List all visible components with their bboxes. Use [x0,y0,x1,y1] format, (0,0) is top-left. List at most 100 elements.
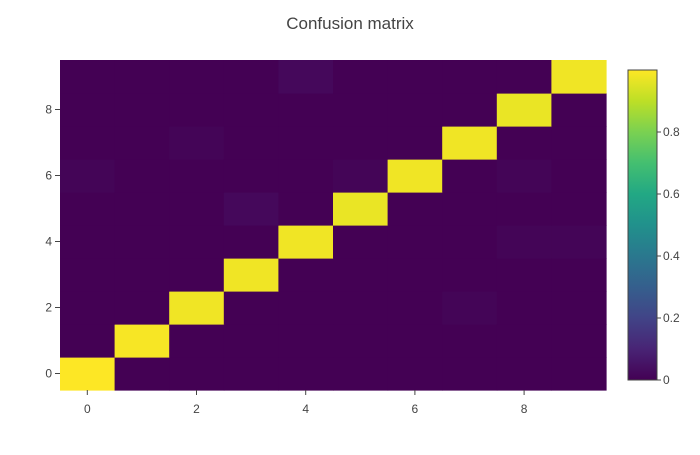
heatmap-cell [223,93,279,127]
heatmap-cell [387,60,443,94]
heatmap-cell [60,324,116,358]
heatmap-cell [387,324,443,358]
x-tick-label: 4 [302,402,309,416]
heatmap-cell [60,159,116,193]
heatmap-cell [60,93,116,127]
heatmap-cell [551,93,607,127]
heatmap-cells [60,60,607,391]
colorbar: 0 0.2 0.4 0.6 0.8 [627,69,680,387]
heatmap-cell [333,324,389,358]
x-tick-label: 6 [412,402,419,416]
heatmap-cell [169,291,225,325]
heatmap-cell [223,324,279,358]
heatmap-cell [496,192,552,226]
heatmap-cell [496,258,552,292]
y-tick-label: 6 [45,169,52,183]
heatmap-cell [442,225,498,259]
heatmap-cell [60,225,116,259]
heatmap-cell [114,225,170,259]
heatmap-cell [387,258,443,292]
heatmap-cell [223,225,279,259]
heatmap-cell [551,291,607,325]
heatmap-cell [387,93,443,127]
y-tick-label: 2 [45,301,52,315]
heatmap-cell [114,324,170,358]
heatmap-cell [333,258,389,292]
heatmap-cell [333,60,389,94]
heatmap-cell [60,192,116,226]
heatmap-cell [223,357,279,391]
x-tick-label: 8 [521,402,528,416]
heatmap-cell [442,324,498,358]
x-tick-label: 0 [84,402,91,416]
heatmap-cell [333,93,389,127]
heatmap-cell [333,126,389,160]
heatmap-cell [442,192,498,226]
heatmap-cell [442,60,498,94]
heatmap-cell [114,192,170,226]
colorbar-gradient [627,69,658,381]
heatmap-cell [442,357,498,391]
heatmap-cell [333,357,389,391]
y-tick-label: 8 [45,103,52,117]
colorbar-tick-label: 0.2 [663,311,680,325]
heatmap-cell [223,60,279,94]
heatmap-cell [278,291,334,325]
heatmap-cell [551,159,607,193]
heatmap-cell [278,357,334,391]
heatmap-cell [333,291,389,325]
heatmap-cell [387,291,443,325]
heatmap-cell [278,258,334,292]
heatmap-cell [496,291,552,325]
heatmap-cell [496,126,552,160]
heatmap-cell [551,324,607,358]
heatmap-cell [551,126,607,160]
colorbar-tick-label: 0.6 [663,187,680,201]
heatmap-cell [223,291,279,325]
heatmap-cell [278,60,334,94]
heatmap-cell [442,258,498,292]
heatmap-cell [278,159,334,193]
heatmap-cell [496,93,552,127]
heatmap-cell [387,192,443,226]
heatmap-cell [223,159,279,193]
colorbar-tick-label: 0.8 [663,125,680,139]
heatmap-cell [551,357,607,391]
heatmap-cell [551,192,607,226]
heatmap-cell [496,357,552,391]
heatmap-cell [114,126,170,160]
heatmap-cell [169,357,225,391]
heatmap-cell [551,225,607,259]
heatmap-cell [60,60,116,94]
heatmap-cell [169,225,225,259]
colorbar-tick-label: 0 [663,373,670,387]
heatmap-cell [278,126,334,160]
heatmap-cell [223,192,279,226]
y-tick-label: 4 [45,235,52,249]
heatmap-cell [442,291,498,325]
heatmap-cell [387,159,443,193]
heatmap-cell [169,258,225,292]
heatmap-cell [333,159,389,193]
heatmap-cell [169,126,225,160]
heatmap-cell [114,159,170,193]
heatmap-cell [387,225,443,259]
x-tick-label: 2 [193,402,200,416]
heatmap-cell [169,93,225,127]
heatmap-cell [114,93,170,127]
heatmap-cell [60,126,116,160]
heatmap-cell [496,60,552,94]
heatmap-cell [551,60,607,94]
heatmap-cell [114,291,170,325]
heatmap-cell [442,126,498,160]
heatmap-cell [278,324,334,358]
x-axis: 0 2 4 6 8 [84,390,528,416]
heatmap-cell [60,357,116,391]
heatmap-cell [442,159,498,193]
heatmap-cell [114,258,170,292]
heatmap-cell [169,324,225,358]
heatmap-cell [387,357,443,391]
heatmap-cell [114,60,170,94]
